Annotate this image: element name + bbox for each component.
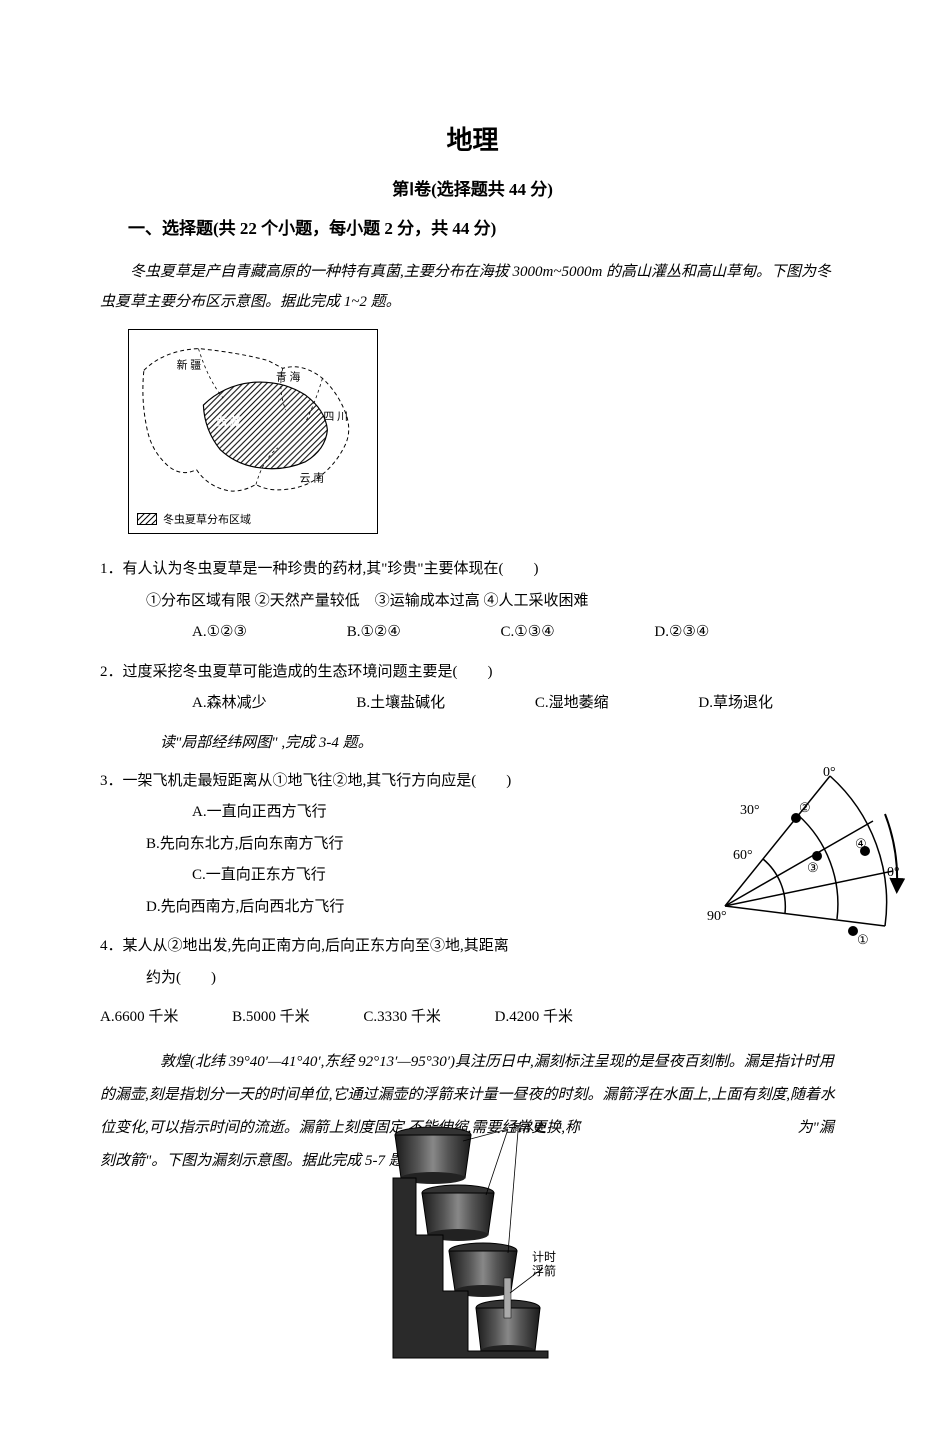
q1-opt-c: C.①③④ (455, 617, 555, 649)
doc-title: 地理 (100, 120, 845, 157)
q2-opt-c: C.湿地萎缩 (489, 688, 609, 720)
q3-options-row2: C.一直向正东方飞行 D.先向西南方,后向西北方飞行 (100, 860, 630, 923)
globe-label-0east: 0° (887, 865, 900, 880)
map-svg: 新 疆 青 海 西 藏 四 川 云 南 (129, 330, 377, 505)
q34-wrapper: 0° 30° 60° 90° 0° ① ② ③ ④ 3．一架飞机走最短距离从①地… (100, 766, 845, 995)
q1-opt-a: A.①②③ (146, 617, 247, 649)
section-heading: 一、选择题(共 22 个小题，每小题 2 分，共 44 分) (100, 214, 845, 239)
q4-opt-a: A.6600 千米 (100, 1002, 178, 1034)
q3-options-row1: A.一直向正西方飞行 B.先向东北方,后向东南方飞行 (100, 797, 630, 860)
clock-label-side1: 计时 (532, 1250, 556, 1264)
globe-p3: ③ (807, 860, 819, 875)
q1-opt-d: D.②③④ (608, 617, 709, 649)
globe-p1: ① (857, 932, 869, 947)
q4-options: A.6600 千米 B.5000 千米 C.3330 千米 D.4200 千米 (100, 1002, 845, 1034)
map-label-xizang: 西 藏 (216, 415, 241, 428)
globe-label-30: 30° (740, 803, 760, 818)
clock-label-top: 漏水处 (510, 1123, 546, 1134)
q3-stem: 3．一架飞机走最短距离从①地飞往②地,其飞行方向应是( ) (100, 766, 630, 798)
q3-opt-a: A.一直向正西方飞行 (146, 797, 327, 829)
q1-sub: ①分布区域有限 ②天然产量较低 ③运输成本过高 ④人工采收困难 (100, 586, 845, 618)
globe-label-0top: 0° (823, 766, 836, 780)
map-figure: 新 疆 青 海 西 藏 四 川 云 南 冬虫夏草分布区域 (128, 329, 378, 534)
q4-stem2: 约为( ) (100, 963, 630, 995)
q4-opt-d: D.4200 千米 (495, 1002, 573, 1034)
read-prompt-34: 读"局部经纬网图" ,完成 3-4 题。 (100, 728, 845, 758)
q2-opt-b: B.土壤盐碱化 (310, 688, 445, 720)
q3-opt-d: D.先向西南方,后向西北方飞行 (100, 892, 344, 924)
legend-swatch (137, 513, 157, 525)
map-label-yunnan: 云 南 (300, 471, 325, 484)
intro-paragraph-1: 冬虫夏草是产自青藏高原的一种特有真菌,主要分布在海拔 3000m~5000m 的… (100, 257, 845, 317)
water-clock-figure: 漏水处 计时 浮箭 (368, 1123, 578, 1368)
q2-options: A.森林减少 B.土壤盐碱化 C.湿地萎缩 D.草场退化 (100, 688, 845, 720)
map-legend: 冬虫夏草分布区域 (137, 511, 251, 527)
question-3: 3．一架飞机走最短距离从①地飞往②地,其飞行方向应是( ) A.一直向正西方飞行… (100, 766, 630, 924)
globe-label-60: 60° (733, 848, 753, 863)
globe-svg: 0° 30° 60° 90° 0° ① ② ③ ④ (705, 766, 905, 951)
question-4: 4．某人从②地出发,先向正南方向,后向正东方向至③地,其距离 约为( ) (100, 931, 630, 994)
q1-options: A.①②③ B.①②④ C.①③④ D.②③④ (100, 617, 845, 649)
globe-label-90: 90° (707, 909, 727, 924)
dunhuang-block: 敦煌(北纬 39°40′—41°40′,东经 92°13′—95°30′)具注历… (100, 1046, 845, 1388)
globe-figure: 0° 30° 60° 90° 0° ① ② ③ ④ (705, 766, 905, 951)
q3-opt-c: C.一直向正东方飞行 (146, 860, 326, 892)
question-2: 2．过度采挖冬虫夏草可能造成的生态环境问题主要是( ) A.森林减少 B.土壤盐… (100, 657, 845, 720)
q3-opt-b: B.先向东北方,后向东南方飞行 (100, 829, 344, 861)
map-label-sichuan: 四 川 (323, 411, 348, 423)
clock-label-side2: 浮箭 (532, 1263, 556, 1278)
q2-opt-d: D.草场退化 (652, 688, 773, 720)
question-1: 1．有人认为冬虫夏草是一种珍贵的药材,其"珍贵"主要体现在( ) ①分布区域有限… (100, 554, 845, 649)
map-label-xinjiang: 新 疆 (177, 357, 202, 371)
q1-stem: 1．有人认为冬虫夏草是一种珍贵的药材,其"珍贵"主要体现在( ) (100, 554, 845, 586)
q4-opt-b: B.5000 千米 (232, 1002, 310, 1034)
map-label-qinghai: 青 海 (276, 369, 301, 383)
q1-opt-b: B.①②④ (301, 617, 401, 649)
q2-opt-a: A.森林减少 (146, 688, 267, 720)
legend-label: 冬虫夏草分布区域 (163, 511, 251, 527)
q4-stem: 4．某人从②地出发,先向正南方向,后向正东方向至③地,其距离 (100, 931, 630, 963)
globe-p4: ④ (855, 836, 867, 851)
doc-subtitle: 第Ⅰ卷(选择题共 44 分) (100, 175, 845, 200)
globe-p2: ② (799, 800, 811, 815)
q4-opt-c: C.3330 千米 (363, 1002, 441, 1034)
q2-stem: 2．过度采挖冬虫夏草可能造成的生态环境问题主要是( ) (100, 657, 845, 689)
